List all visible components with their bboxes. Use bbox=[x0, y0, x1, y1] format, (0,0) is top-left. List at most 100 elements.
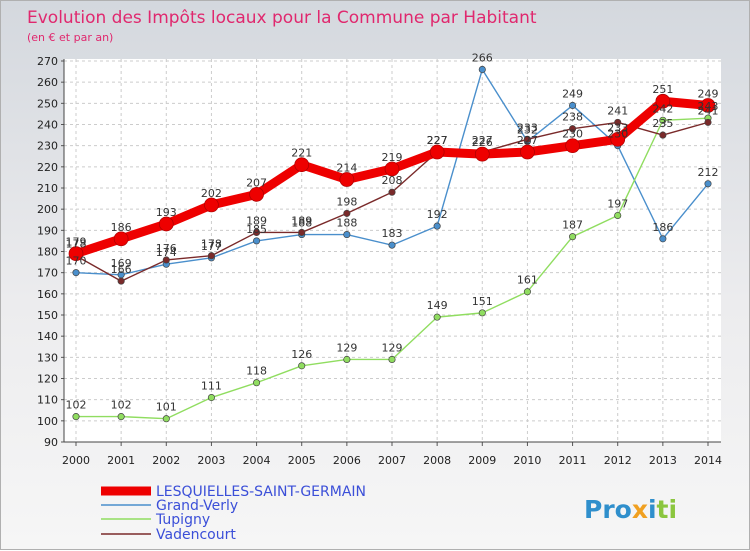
data-label: 251 bbox=[652, 83, 673, 96]
data-label: 227 bbox=[427, 134, 448, 147]
data-point bbox=[433, 222, 441, 230]
data-label: 166 bbox=[111, 263, 132, 276]
x-tick-label: 2014 bbox=[694, 454, 722, 467]
x-tick-label: 2011 bbox=[559, 454, 587, 467]
data-label: 178 bbox=[66, 238, 87, 251]
data-point bbox=[569, 125, 577, 133]
data-label: 230 bbox=[607, 128, 628, 141]
data-label: 241 bbox=[698, 104, 719, 117]
data-label: 129 bbox=[382, 341, 403, 354]
data-label: 129 bbox=[336, 341, 357, 354]
data-label: 183 bbox=[382, 227, 403, 240]
data-point bbox=[253, 228, 261, 237]
x-tick-label: 2012 bbox=[604, 454, 632, 467]
y-tick-label: 270 bbox=[37, 55, 58, 68]
data-point bbox=[339, 172, 355, 187]
data-label: 126 bbox=[291, 348, 312, 361]
data-label: 118 bbox=[246, 365, 267, 378]
y-tick-label: 150 bbox=[37, 309, 58, 322]
data-point bbox=[704, 118, 712, 126]
data-point bbox=[113, 231, 129, 247]
data-label: 149 bbox=[427, 299, 448, 312]
data-label: 177 bbox=[201, 240, 222, 253]
data-point bbox=[162, 256, 170, 264]
x-tick-label: 2004 bbox=[243, 454, 271, 467]
chart-subtitle: (en € et par an) bbox=[27, 31, 113, 44]
y-tick-label: 170 bbox=[37, 267, 58, 280]
legend-label: Tupigny bbox=[155, 512, 210, 528]
data-point bbox=[162, 415, 170, 423]
data-label: 230 bbox=[562, 128, 583, 141]
y-tick-label: 240 bbox=[37, 119, 58, 132]
data-point bbox=[523, 288, 531, 296]
data-label: 227 bbox=[517, 134, 538, 147]
y-tick-label: 220 bbox=[37, 161, 58, 174]
y-tick-label: 90 bbox=[44, 436, 58, 449]
data-label: 179 bbox=[66, 236, 87, 249]
series-lines bbox=[68, 65, 716, 423]
data-label: 232 bbox=[517, 123, 538, 136]
x-tick-label: 2001 bbox=[107, 454, 135, 467]
data-point bbox=[704, 180, 712, 188]
data-label: 185 bbox=[246, 223, 267, 236]
data-label: 174 bbox=[156, 246, 177, 259]
data-point bbox=[207, 393, 215, 402]
data-point bbox=[204, 197, 219, 213]
legend-label: Grand-Verly bbox=[156, 498, 238, 514]
data-point bbox=[249, 187, 264, 202]
data-point bbox=[68, 246, 84, 261]
x-tick-label: 2007 bbox=[378, 454, 406, 467]
data-point bbox=[565, 138, 580, 154]
data-label: 101 bbox=[156, 401, 177, 414]
data-label: 170 bbox=[66, 255, 87, 268]
y-tick-label: 180 bbox=[37, 246, 58, 259]
chart-title: Evolution des Impôts locaux pour la Comm… bbox=[27, 8, 537, 28]
data-point bbox=[655, 93, 671, 109]
data-label: 188 bbox=[291, 217, 312, 230]
data-label: 214 bbox=[336, 162, 357, 175]
data-label: 186 bbox=[111, 221, 132, 234]
data-label: 242 bbox=[652, 102, 673, 115]
data-label: 111 bbox=[201, 380, 222, 393]
data-label: 249 bbox=[562, 87, 583, 100]
data-point bbox=[478, 65, 486, 74]
y-tick-label: 160 bbox=[37, 288, 58, 301]
data-label: 235 bbox=[652, 117, 673, 130]
data-label: 193 bbox=[156, 206, 177, 219]
data-point bbox=[433, 313, 441, 321]
data-label: 219 bbox=[382, 151, 403, 164]
x-tick-label: 2013 bbox=[649, 454, 677, 467]
data-label: 221 bbox=[291, 147, 312, 160]
data-point bbox=[72, 413, 80, 421]
data-label: 102 bbox=[66, 399, 87, 412]
data-label: 189 bbox=[291, 214, 312, 227]
data-label: 189 bbox=[246, 214, 267, 227]
data-label: 249 bbox=[698, 87, 719, 100]
x-tick-label: 2003 bbox=[197, 454, 225, 467]
data-label: 187 bbox=[562, 219, 583, 232]
y-tick-label: 210 bbox=[37, 182, 58, 195]
data-label: 202 bbox=[201, 187, 222, 200]
proxiti-logo: Proxiti bbox=[584, 495, 677, 524]
data-point bbox=[117, 277, 125, 285]
y-tick-label: 120 bbox=[37, 373, 58, 386]
data-point bbox=[614, 211, 622, 220]
data-point bbox=[520, 144, 535, 160]
data-label: 233 bbox=[607, 121, 628, 134]
data-label: 227 bbox=[472, 134, 493, 147]
legend-label: LESQUIELLES-SAINT-GERMAIN bbox=[156, 484, 366, 500]
data-point bbox=[253, 379, 261, 387]
data-point bbox=[388, 188, 396, 196]
data-label: 192 bbox=[427, 208, 448, 221]
data-point bbox=[659, 131, 667, 139]
y-tick-label: 110 bbox=[37, 394, 58, 407]
data-label: 212 bbox=[698, 166, 719, 179]
data-label: 169 bbox=[111, 257, 132, 270]
data-point bbox=[343, 355, 351, 364]
axes: 9010011012013014015016017018019020021022… bbox=[37, 55, 722, 467]
y-tick-label: 100 bbox=[37, 415, 58, 428]
y-tick-label: 200 bbox=[37, 203, 58, 216]
y-tick-label: 190 bbox=[37, 224, 58, 237]
